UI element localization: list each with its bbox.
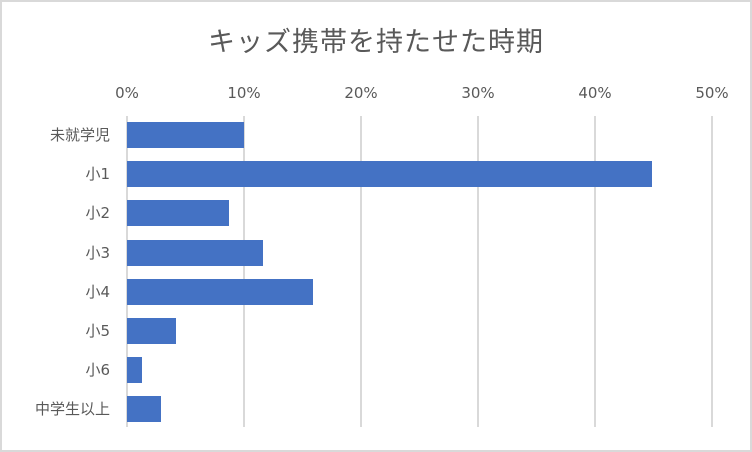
gridline bbox=[711, 116, 713, 427]
gridline bbox=[360, 116, 362, 427]
bar bbox=[127, 318, 177, 344]
category-label: 小2 bbox=[85, 204, 110, 223]
category-label: 小6 bbox=[85, 361, 110, 380]
x-tick-label: 50% bbox=[695, 84, 729, 102]
chart-title: キッズ携帯を持たせた時期 bbox=[208, 27, 544, 58]
category-label: 小3 bbox=[85, 243, 110, 262]
gridline bbox=[594, 116, 596, 427]
category-label: 小1 bbox=[85, 165, 110, 184]
x-tick-label: 30% bbox=[461, 84, 495, 102]
x-tick-label: 0% bbox=[115, 84, 139, 102]
bar bbox=[127, 200, 229, 227]
category-label: 中学生以上 bbox=[34, 400, 110, 419]
bar bbox=[127, 357, 143, 384]
gridline bbox=[126, 116, 128, 427]
category-label: 未就学児 bbox=[49, 126, 110, 144]
bar bbox=[127, 278, 314, 305]
category-label: 小5 bbox=[85, 322, 110, 340]
x-tick-label: 40% bbox=[578, 84, 612, 102]
bar bbox=[127, 396, 161, 423]
gridline bbox=[243, 116, 245, 427]
category-label: 小4 bbox=[85, 282, 110, 301]
bar bbox=[127, 239, 263, 266]
bar bbox=[127, 161, 653, 188]
bar bbox=[127, 122, 244, 148]
gridline bbox=[477, 116, 479, 427]
x-tick-label: 20% bbox=[344, 84, 378, 102]
x-tick-label: 10% bbox=[227, 84, 261, 102]
